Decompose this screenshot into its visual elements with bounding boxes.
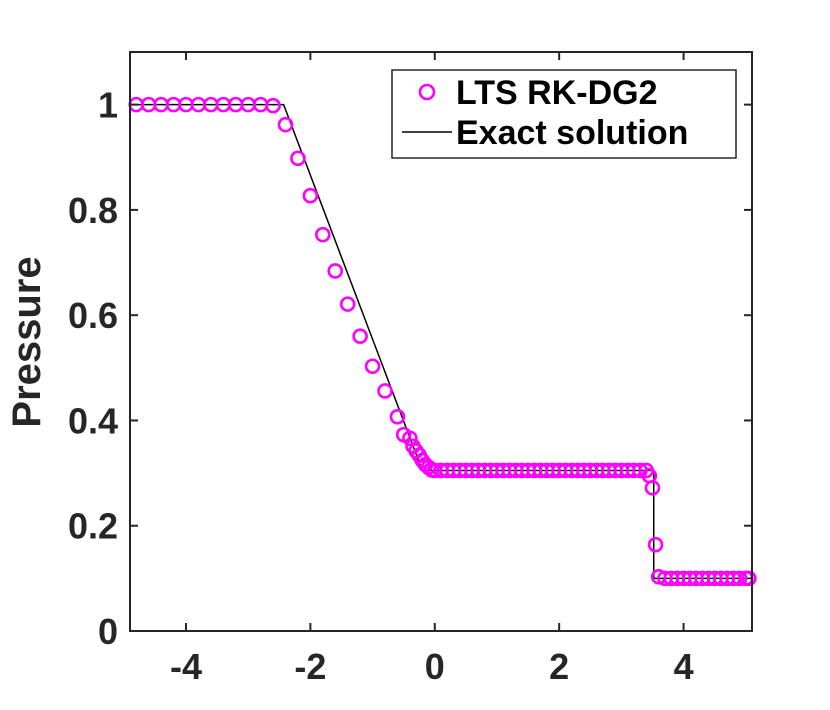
data-point-lts-rk-dg2 (389, 408, 406, 425)
y-tick-label: 0 (98, 611, 118, 652)
data-point-lts-rk-dg2 (302, 187, 319, 204)
y-tick-label: 1 (98, 85, 118, 126)
y-tick-label: 0.4 (68, 400, 118, 441)
y-tick-label: 0.2 (68, 506, 118, 547)
legend-label-series-1: LTS RK-DG2 (456, 74, 657, 112)
x-tick-label: 4 (674, 646, 694, 687)
data-point-lts-rk-dg2 (741, 570, 757, 587)
legend-label-series-2: Exact solution (456, 114, 688, 152)
data-point-lts-rk-dg2 (265, 97, 281, 114)
x-tick-label: 0 (425, 646, 445, 687)
legend: LTS RK-DG2 Exact solution (391, 69, 737, 159)
data-point-lts-rk-dg2 (339, 296, 356, 312)
data-point-lts-rk-dg2 (644, 480, 661, 496)
x-tick-label: -2 (294, 646, 326, 687)
x-tick-label: 2 (549, 646, 569, 687)
data-point-lts-rk-dg2 (352, 328, 368, 345)
x-tick-label: -4 (170, 646, 202, 687)
axes-box (129, 51, 753, 632)
y-tick-label: 0.6 (68, 295, 118, 336)
data-point-lts-rk-dg2 (647, 536, 664, 553)
y-tick-label: 0.8 (68, 190, 118, 231)
data-point-lts-rk-dg2 (377, 383, 393, 399)
legend-box (391, 69, 737, 159)
data-layer (128, 96, 757, 587)
legend-marker-circle (418, 83, 436, 101)
series-line-exact-solution (130, 103, 752, 580)
data-point-lts-rk-dg2 (364, 358, 381, 375)
data-point-lts-rk-dg2 (731, 570, 748, 587)
data-point-lts-rk-dg2 (327, 263, 344, 279)
plot-area: -4 -2 0 2 4 0 0.2 0.4 0.6 0.8 1 (68, 51, 757, 687)
ticks-layer: -4 -2 0 2 4 0 0.2 0.4 0.6 0.8 1 (68, 52, 752, 687)
data-point-lts-rk-dg2 (277, 116, 294, 133)
data-point-lts-rk-dg2 (402, 430, 418, 447)
data-point-lts-rk-dg2 (290, 150, 306, 167)
data-point-lts-rk-dg2 (315, 226, 331, 243)
y-axis-label: Pressure (5, 256, 49, 427)
